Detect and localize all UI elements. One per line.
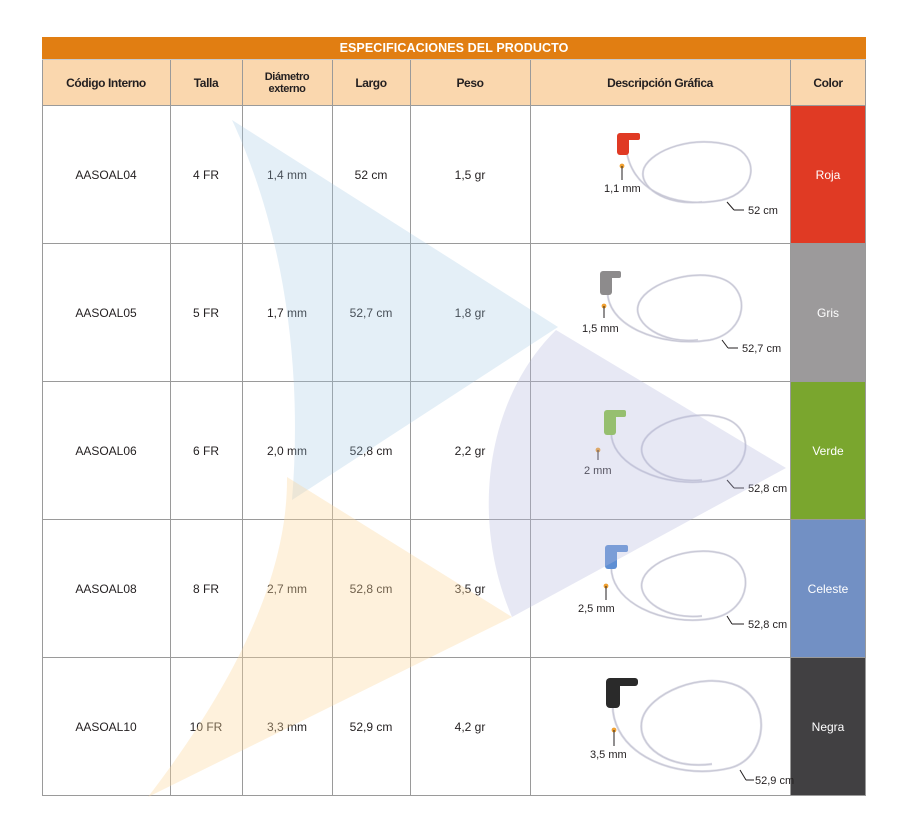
length-label: 52,9 cm <box>755 775 794 787</box>
grid-line <box>42 381 866 382</box>
tube-connector <box>611 545 628 552</box>
grid-line <box>42 519 866 520</box>
tip-label: 2 mm <box>584 465 612 477</box>
cell-codigo: AASOAL06 <box>75 444 137 458</box>
cell-diametro: 1,7 mm <box>266 306 307 320</box>
tube-illustration: 2 mm 52,8 cm <box>584 410 787 495</box>
grid-line <box>42 60 43 796</box>
tip-label: 1,5 mm <box>582 323 619 335</box>
tip-label: 3,5 mm <box>590 749 627 761</box>
color-swatch: Verde <box>790 382 866 520</box>
cell-peso: 1,8 gr <box>454 306 486 320</box>
cell-peso: 1,5 gr <box>454 168 486 182</box>
grid-line <box>790 60 791 796</box>
table-title: ESPECIFICACIONES DEL PRODUCTO <box>42 37 866 59</box>
cell-largo: 52,8 cm <box>349 444 393 458</box>
grid-line <box>42 59 866 60</box>
cell-peso: 4,2 gr <box>454 720 486 734</box>
header-descripcion: Descripción Gráfica <box>530 60 790 105</box>
cell-talla: 8 FR <box>192 582 219 596</box>
cell-diametro: 2,7 mm <box>266 582 307 596</box>
grid-line <box>410 60 411 796</box>
cell-diametro: 1,4 mm <box>266 168 307 182</box>
tube-connector <box>610 410 626 417</box>
cell-codigo: AASOAL04 <box>75 168 137 182</box>
header-talla: Talla <box>170 60 242 105</box>
color-swatch: Celeste <box>790 520 866 658</box>
cell-diametro: 2,0 mm <box>266 444 307 458</box>
header-diametro-line1: Diámetro <box>264 70 310 83</box>
length-label: 52,8 cm <box>748 483 787 495</box>
tube-connector <box>612 678 638 686</box>
header-largo: Largo <box>332 60 410 105</box>
grid-line <box>42 657 866 658</box>
length-label: 52,7 cm <box>742 343 781 355</box>
grid-line <box>42 795 866 796</box>
cell-peso: 3,5 gr <box>454 582 486 596</box>
grid-line <box>42 243 866 244</box>
cell-largo: 52,9 cm <box>349 720 393 734</box>
cell-largo: 52,8 cm <box>349 582 393 596</box>
header-diametro-line2: externo <box>268 82 306 95</box>
cell-largo: 52,7 cm <box>349 306 393 320</box>
tip-label: 1,1 mm <box>604 183 641 195</box>
length-label: 52 cm <box>748 205 778 217</box>
cell-talla: 6 FR <box>192 444 219 458</box>
tip-label: 2,5 mm <box>578 603 615 615</box>
length-label: 52,8 cm <box>748 619 787 631</box>
header-codigo: Código Interno <box>42 60 170 105</box>
header-color: Color <box>790 60 866 105</box>
grid-line <box>242 60 243 796</box>
cell-talla: 4 FR <box>192 168 219 182</box>
grid-line <box>42 105 866 106</box>
cell-codigo: AASOAL05 <box>75 306 137 320</box>
cell-diametro: 3,3 mm <box>266 720 307 734</box>
tube-illustration: 1,1 mm 52 cm <box>604 133 778 217</box>
header-peso: Peso <box>410 60 530 105</box>
grid-line <box>530 60 531 796</box>
tube-illustration: 2,5 mm 52,8 cm <box>578 545 787 631</box>
color-swatch: Roja <box>790 106 866 244</box>
cell-codigo: AASOAL08 <box>75 582 137 596</box>
header-diametro: Diámetro externo <box>242 60 332 105</box>
cell-codigo: AASOAL10 <box>75 720 137 734</box>
cell-talla: 5 FR <box>192 306 219 320</box>
tube-connector <box>624 133 640 140</box>
tube-connector <box>606 271 621 278</box>
grid-line <box>170 60 171 796</box>
tube-illustration: 1,5 mm 52,7 cm <box>582 271 781 355</box>
spec-table: ESPECIFICACIONES DEL PRODUCTO Código Int… <box>42 37 866 796</box>
grid-line <box>865 60 866 796</box>
color-swatch: Negra <box>790 658 866 796</box>
cell-peso: 2,2 gr <box>454 444 486 458</box>
tube-illustration: 3,5 mm 52,9 cm <box>590 678 794 787</box>
cell-largo: 52 cm <box>354 168 388 182</box>
grid-line <box>332 60 333 796</box>
color-swatch: Gris <box>790 244 866 382</box>
cell-talla: 10 FR <box>189 720 223 734</box>
